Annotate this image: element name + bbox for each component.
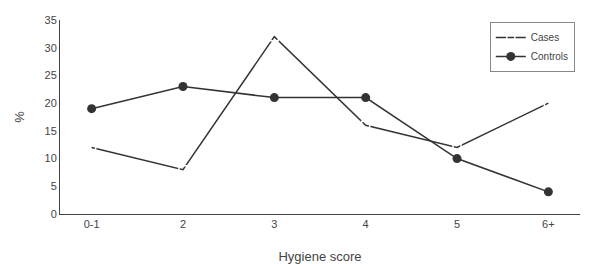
svg-text:4: 4 — [363, 218, 369, 230]
svg-text:20: 20 — [45, 97, 57, 109]
svg-text:Controls: Controls — [531, 51, 568, 62]
svg-text:15: 15 — [45, 125, 57, 137]
svg-text:10: 10 — [45, 152, 57, 164]
svg-text:6+: 6+ — [542, 218, 555, 230]
svg-text:0-1: 0-1 — [84, 218, 100, 230]
svg-text:25: 25 — [45, 69, 57, 81]
svg-text:%: % — [12, 111, 27, 123]
svg-text:Hygiene score: Hygiene score — [278, 249, 361, 264]
svg-text:35: 35 — [45, 14, 57, 26]
svg-text:30: 30 — [45, 42, 57, 54]
svg-text:3: 3 — [271, 218, 277, 230]
svg-text:2: 2 — [180, 218, 186, 230]
svg-text:5: 5 — [454, 218, 460, 230]
svg-text:0: 0 — [51, 208, 57, 220]
svg-text:5: 5 — [51, 180, 57, 192]
svg-text:Cases: Cases — [531, 32, 559, 43]
